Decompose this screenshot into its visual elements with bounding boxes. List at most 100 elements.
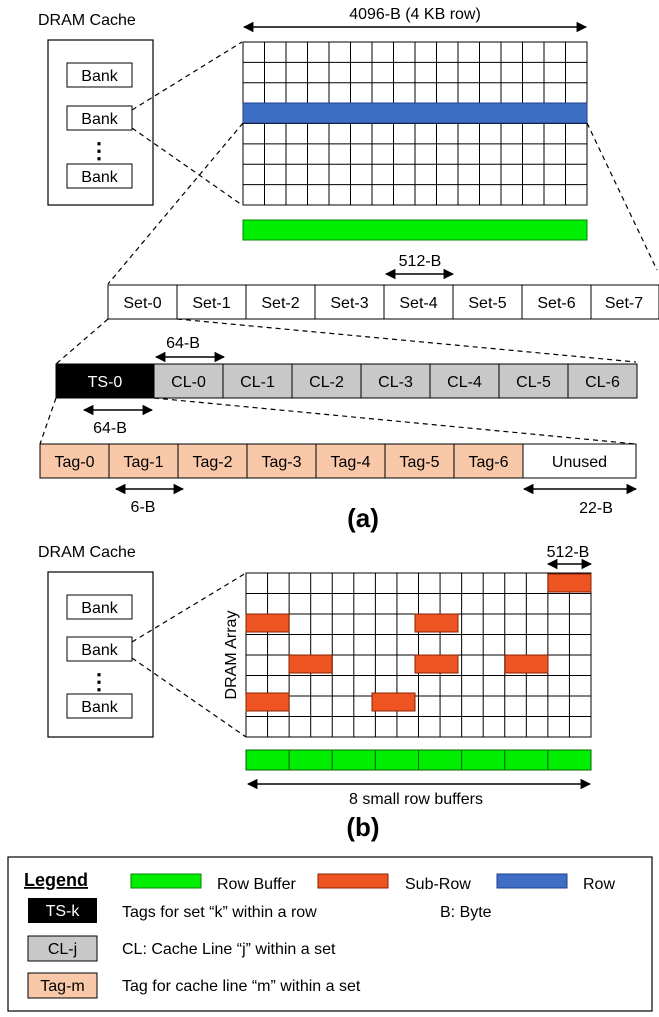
set-cell: Set-3 bbox=[330, 295, 368, 312]
part-b: DRAM Cache Bank Bank ⋮ Bank DRAM Array 5… bbox=[38, 544, 593, 842]
row-size-label: 4096-B (4 KB row) bbox=[349, 6, 481, 23]
zoom-line bbox=[39, 397, 57, 445]
legend-byte-desc: B: Byte bbox=[440, 904, 492, 921]
bank-box bbox=[66, 594, 133, 620]
ellipsis-dots: ⋮ bbox=[88, 669, 110, 694]
legend-cl-key-label: CL-j bbox=[48, 941, 77, 958]
zoom-line bbox=[131, 127, 243, 206]
tag-size-label: 6-B bbox=[131, 499, 156, 516]
bank-label: Bank bbox=[81, 169, 118, 186]
bank-label: Bank bbox=[81, 111, 118, 128]
cl-cell: CL-5 bbox=[516, 374, 551, 391]
legend-swatch-sub-row bbox=[317, 873, 389, 889]
tag-cell: Tag-0 bbox=[54, 454, 94, 471]
legend-row: Row bbox=[583, 876, 615, 893]
bank-label: Bank bbox=[81, 600, 118, 617]
set-cell: Set-2 bbox=[261, 295, 299, 312]
small-row-buffers bbox=[245, 749, 592, 771]
tag-cell: Tag-1 bbox=[123, 454, 163, 471]
part-a: DRAM Cache Bank Bank ⋮ Bank 4096-B (4 KB… bbox=[38, 5, 659, 533]
legend-cl-desc: CL: Cache Line “j” within a set bbox=[122, 941, 336, 958]
cache-line-row: TS-0 CL-0 CL-1 CL-2 CL-3 CL-4 CL-5 CL-6 bbox=[55, 363, 638, 399]
tag-row: Tag-0 Tag-1 Tag-2 Tag-3 Tag-4 Tag-5 Tag-… bbox=[39, 443, 637, 479]
caption-b: (b) bbox=[346, 812, 379, 842]
row-buffer-a bbox=[242, 219, 588, 241]
legend-ts-desc: Tags for set “k” within a row bbox=[122, 904, 317, 921]
small-row-buffer bbox=[331, 749, 376, 771]
legend-tag-desc: Tag for cache line “m” within a set bbox=[122, 978, 361, 995]
row-buffers-label: 8 small row buffers bbox=[349, 791, 483, 808]
set-size-label: 512-B bbox=[399, 253, 442, 270]
legend: Legend Row Buffer Sub-Row Row TS-k Tags … bbox=[7, 856, 653, 1012]
ts-size-label: 64-B bbox=[93, 420, 127, 437]
bank-box bbox=[66, 105, 133, 131]
unused-size-label: 22-B bbox=[579, 500, 613, 517]
sub-row bbox=[414, 613, 459, 633]
set-cell: Set-0 bbox=[123, 295, 161, 312]
ts-cell-label: TS-0 bbox=[88, 374, 123, 391]
legend-ts-key bbox=[28, 898, 97, 923]
legend-row-buffer: Row Buffer bbox=[217, 876, 297, 893]
set-cell: Set-7 bbox=[605, 295, 643, 312]
tag-cell: Tag-5 bbox=[399, 454, 439, 471]
ellipsis-dots: ⋮ bbox=[88, 138, 110, 163]
set-cell: Set-4 bbox=[399, 295, 437, 312]
bank-box bbox=[66, 163, 133, 189]
set-row: Set-0 Set-1 Set-2 Set-3 Set-4 Set-5 Set-… bbox=[107, 284, 659, 320]
cl-cell: CL-3 bbox=[378, 374, 413, 391]
small-row-buffer bbox=[418, 749, 463, 771]
zoom-line bbox=[176, 318, 637, 363]
bank-box bbox=[66, 62, 133, 88]
sub-row bbox=[504, 654, 549, 674]
cl-cell: CL-6 bbox=[585, 374, 620, 391]
zoom-line bbox=[55, 318, 109, 365]
sub-row bbox=[414, 654, 459, 674]
zoom-line bbox=[586, 122, 658, 271]
set-cell: Set-1 bbox=[192, 295, 230, 312]
zoom-line bbox=[131, 572, 247, 643]
ts-cell bbox=[55, 363, 155, 399]
legend-cl-key bbox=[27, 935, 98, 962]
bank-box bbox=[66, 636, 133, 662]
zoom-line bbox=[107, 122, 244, 285]
small-row-buffer bbox=[245, 749, 290, 771]
dram-cache-title-a: DRAM Cache bbox=[38, 12, 136, 29]
legend-sub-row: Sub-Row bbox=[405, 876, 471, 893]
subrow-size-label: 512-B bbox=[547, 544, 590, 561]
small-row-buffer bbox=[504, 749, 549, 771]
sub-row bbox=[371, 692, 416, 712]
sub-row bbox=[245, 692, 290, 712]
small-row-buffer bbox=[374, 749, 419, 771]
small-row-buffer bbox=[547, 749, 592, 771]
bank-label: Bank bbox=[81, 699, 118, 716]
unused-cell bbox=[522, 443, 637, 479]
unused-label: Unused bbox=[552, 454, 607, 471]
cl-cell: CL-4 bbox=[447, 374, 482, 391]
bank-label: Bank bbox=[81, 68, 118, 85]
legend-swatch-row bbox=[496, 873, 568, 889]
sub-row bbox=[547, 573, 592, 593]
cl-cell: CL-2 bbox=[309, 374, 344, 391]
legend-ts-key-label: TS-k bbox=[46, 903, 81, 920]
bank-label: Bank bbox=[81, 642, 118, 659]
caption-a: (a) bbox=[347, 503, 379, 533]
legend-tag-key bbox=[27, 972, 98, 999]
cl-cell: CL-1 bbox=[240, 374, 275, 391]
set-cell: Set-6 bbox=[537, 295, 575, 312]
tag-cell: Tag-2 bbox=[192, 454, 232, 471]
legend-tag-key-label: Tag-m bbox=[40, 978, 84, 995]
small-row-buffer bbox=[461, 749, 506, 771]
tag-cell: Tag-6 bbox=[468, 454, 508, 471]
sub-row bbox=[245, 613, 290, 633]
dram-array-label: DRAM Array bbox=[223, 611, 240, 700]
set-cell: Set-5 bbox=[468, 295, 506, 312]
tag-cell: Tag-4 bbox=[330, 454, 370, 471]
tag-cell: Tag-3 bbox=[261, 454, 301, 471]
cl-cell: CL-0 bbox=[171, 374, 206, 391]
zoom-line bbox=[153, 397, 637, 445]
bank-box bbox=[66, 693, 133, 719]
legend-swatch-row-buffer bbox=[130, 873, 202, 889]
small-row-buffer bbox=[288, 749, 333, 771]
cl-size-label: 64-B bbox=[166, 335, 200, 352]
sub-row bbox=[288, 654, 333, 674]
